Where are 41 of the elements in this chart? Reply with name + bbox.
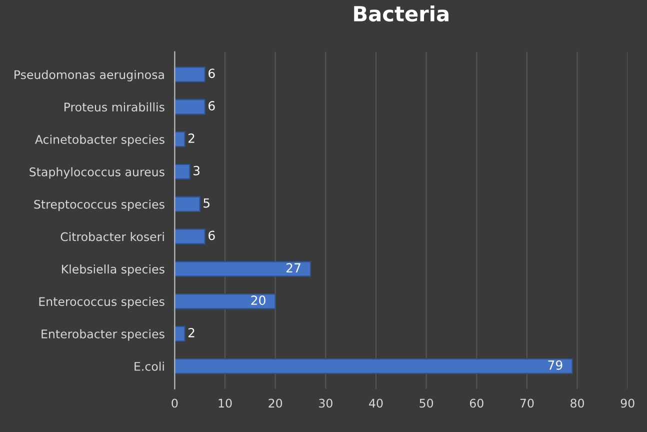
y-tick-label: Pseudomonas aeruginosa — [14, 70, 164, 82]
data-label: 2 — [188, 133, 194, 143]
data-label: 27 — [286, 263, 300, 272]
bar — [174, 228, 206, 244]
x-tick-label: 20 — [268, 398, 282, 408]
data-label: 3 — [194, 166, 200, 176]
data-label: 6 — [208, 68, 215, 78]
bar — [174, 164, 190, 180]
y-tick-label: Citrobacter koseri — [60, 232, 164, 242]
y-tick-label: Staphylococcus aureus — [30, 167, 164, 179]
x-tick-label: 40 — [369, 398, 383, 408]
bar — [174, 66, 206, 82]
y-tick-label: E.coli — [134, 362, 164, 371]
x-tick-label: 10 — [218, 398, 232, 408]
x-tick-label: 90 — [620, 398, 634, 408]
y-tick-label: Klebsiella species — [62, 264, 164, 276]
x-tick-label: 80 — [570, 398, 584, 408]
bar — [174, 358, 573, 374]
bar — [174, 326, 186, 342]
data-label: 2 — [188, 328, 194, 338]
data-label: 6 — [208, 230, 215, 240]
data-label: 5 — [204, 198, 210, 208]
y-tick-label: Acinetobacter species — [35, 134, 164, 146]
y-tick-label: Proteus mirabillis — [64, 102, 164, 112]
bar — [174, 196, 200, 212]
data-label: 79 — [548, 360, 562, 370]
bar — [174, 261, 312, 277]
bar — [174, 99, 206, 115]
x-tick-label: 30 — [319, 398, 332, 408]
bar — [174, 131, 186, 148]
x-tick-label: 70 — [520, 398, 534, 408]
y-tick-label: Enterobacter species — [42, 329, 164, 341]
data-label: 20 — [251, 296, 266, 305]
x-tick-label: 50 — [420, 398, 434, 408]
x-tick-label: 0 — [172, 398, 178, 408]
chart-title: Bacteria — [354, 5, 448, 22]
y-tick-label: Enterococcus species — [39, 296, 164, 308]
x-tick-label: 60 — [470, 398, 484, 408]
data-label: 6 — [208, 101, 215, 110]
bar — [174, 294, 276, 310]
y-tick-label: Streptococcus species — [34, 200, 164, 212]
